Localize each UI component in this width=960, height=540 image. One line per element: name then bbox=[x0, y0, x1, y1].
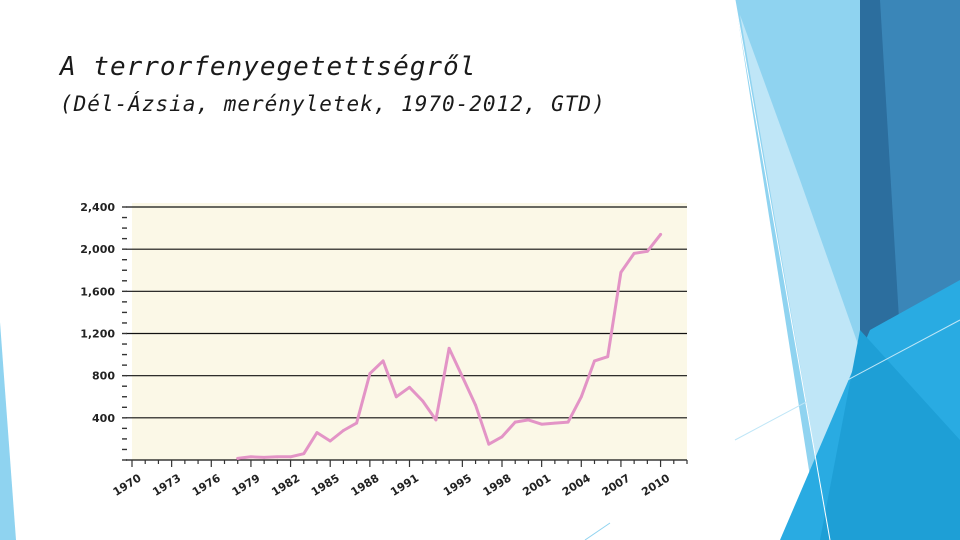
x-tick-label: 2007 bbox=[600, 472, 633, 499]
x-tick-label: 1995 bbox=[441, 472, 474, 499]
data-point bbox=[527, 418, 530, 422]
x-tick-label: 1998 bbox=[481, 472, 514, 499]
data-point bbox=[513, 420, 517, 424]
x-tick-label: 1973 bbox=[150, 472, 183, 499]
data-point bbox=[262, 455, 266, 459]
series-group bbox=[236, 232, 663, 460]
deco-line-1 bbox=[734, 0, 831, 540]
x-tick-label: 2004 bbox=[560, 471, 593, 498]
y-tick-label: 2,000 bbox=[80, 243, 115, 256]
grid-lines bbox=[126, 206, 687, 419]
data-point bbox=[289, 455, 292, 459]
x-tick-label: 1982 bbox=[269, 472, 302, 499]
deco-triangle-cyan bbox=[820, 330, 960, 540]
data-point bbox=[645, 249, 649, 253]
data-point bbox=[553, 421, 557, 425]
plot-background bbox=[132, 203, 687, 460]
x-tick-label: 1970 bbox=[111, 471, 144, 498]
y-axis: 400 800 1,200 1,600 2,000 2,400 bbox=[80, 201, 127, 461]
data-point bbox=[487, 442, 491, 446]
data-point bbox=[275, 455, 279, 459]
data-point bbox=[606, 355, 610, 359]
y-tick-label: 1,600 bbox=[80, 285, 115, 298]
x-axis: 1970 1973 1976 1979 1982 1985 1988 1991 1995 1998… bbox=[111, 459, 688, 499]
data-point bbox=[236, 457, 240, 460]
y-tick-label: 1,200 bbox=[80, 328, 115, 341]
x-tick-label: 1979 bbox=[230, 472, 263, 499]
data-point bbox=[434, 418, 438, 422]
data-point bbox=[368, 372, 372, 375]
data-point bbox=[659, 233, 662, 236]
slide-title: A terrorfenyegetettségről bbox=[60, 52, 477, 82]
data-point bbox=[619, 270, 623, 274]
data-point bbox=[342, 429, 345, 432]
deco-line-3 bbox=[584, 522, 611, 540]
data-point bbox=[355, 421, 359, 425]
x-tick-label: 2001 bbox=[520, 472, 553, 499]
data-point bbox=[381, 359, 385, 363]
data-point bbox=[500, 435, 504, 439]
data-point bbox=[460, 375, 464, 379]
deco-triangle-left bbox=[0, 322, 16, 540]
x-tick-label: 1976 bbox=[190, 471, 223, 498]
x-tick-label: 1985 bbox=[309, 472, 342, 499]
data-point bbox=[421, 399, 425, 403]
data-point bbox=[249, 455, 253, 459]
data-point bbox=[579, 395, 583, 399]
data-point bbox=[302, 452, 306, 456]
deco-line-2 bbox=[734, 319, 960, 441]
y-tick-label: 400 bbox=[92, 412, 115, 425]
data-point bbox=[328, 439, 332, 443]
data-point bbox=[394, 395, 398, 399]
x-tick-label: 1991 bbox=[388, 472, 421, 499]
x-tick-label: 2010 bbox=[639, 471, 672, 498]
data-point bbox=[593, 359, 596, 363]
data-point bbox=[447, 346, 451, 350]
data-point bbox=[632, 251, 636, 255]
deco-strip-pale bbox=[740, 15, 860, 540]
data-point bbox=[315, 431, 319, 434]
x-tick-label: 1988 bbox=[349, 472, 382, 499]
data-point bbox=[566, 420, 570, 424]
data-point bbox=[408, 385, 411, 389]
y-tick-label: 2,400 bbox=[80, 201, 115, 214]
data-point bbox=[540, 422, 544, 426]
slide-subtitle: (Dél-Ázsia, merényletek, 1970-2012, GTD) bbox=[60, 92, 606, 116]
deco-white-block bbox=[710, 440, 732, 522]
y-tick-label: 800 bbox=[92, 370, 115, 383]
data-point bbox=[474, 403, 477, 407]
